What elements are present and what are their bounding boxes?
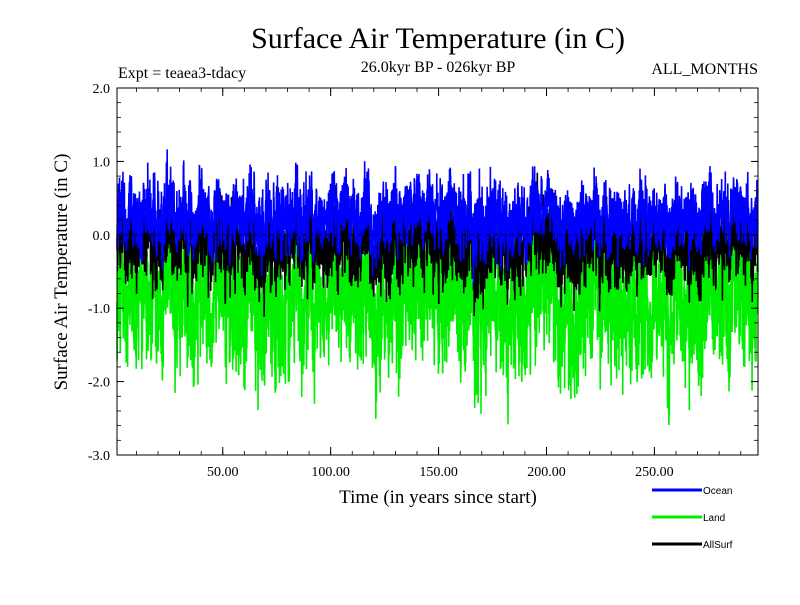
x-tick-label: 100.00 (311, 465, 350, 480)
series-line-ocean (116, 149, 759, 285)
experiment-label: Expt = teaea3-tdacy (118, 65, 246, 82)
legend-label-allsurf: AllSurf (703, 540, 733, 551)
series-layer (116, 149, 759, 426)
y-tick-label: -2.0 (88, 376, 110, 391)
y-tick-label: 0.0 (93, 229, 111, 244)
y-tick-label: -3.0 (88, 449, 110, 464)
legend: Ocean Land AllSurf (652, 486, 733, 551)
x-tick-label: 250.00 (635, 465, 674, 480)
y-tick-label: 2.0 (93, 82, 111, 97)
x-tick-label: 150.00 (419, 465, 458, 480)
x-tick-label: 50.00 (207, 465, 239, 480)
x-axis-label: Time (in years since start) (339, 487, 537, 508)
legend-label-land: Land (703, 513, 725, 524)
series-line-land (116, 185, 759, 426)
chart-subtitle: 26.0kyr BP - 026kyr BP (361, 59, 516, 76)
y-tick-label: 1.0 (93, 155, 111, 170)
y-axis-label: Surface Air Temperature (in C) (51, 154, 72, 391)
plot-frame (116, 87, 759, 456)
y-tick-label: -1.0 (88, 302, 110, 317)
axis-ticks: -3.0 -2.0 -1.0 0.0 1.0 2.0 50.00 100.00 150.00 20… (88, 82, 758, 480)
period-label: ALL_MONTHS (651, 61, 758, 78)
chart-title: Surface Air Temperature (in C) (251, 22, 625, 55)
legend-label-ocean: Ocean (703, 486, 732, 497)
series-line-allsurf (116, 163, 759, 317)
x-tick-label: 200.00 (527, 465, 566, 480)
